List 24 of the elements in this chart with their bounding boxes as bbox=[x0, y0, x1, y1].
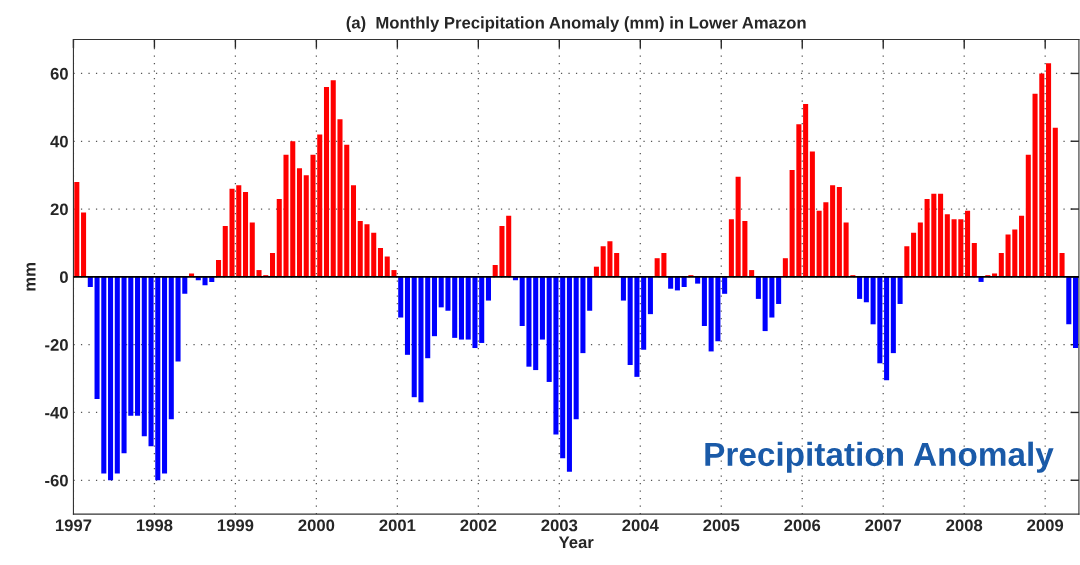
y-tick-label: 0 bbox=[59, 271, 68, 284]
x-tick-label: 2008 bbox=[946, 519, 983, 532]
chart-title: (a) Monthly Precipitation Anomaly (mm) in Lower Amazon bbox=[346, 16, 806, 32]
y-tick-label: 60 bbox=[50, 67, 68, 80]
x-tick-label: 2000 bbox=[298, 519, 335, 532]
x-tick-label: 1999 bbox=[217, 519, 254, 532]
y-tick-label: -60 bbox=[45, 474, 68, 487]
x-tick-label: 2006 bbox=[784, 519, 821, 532]
x-tick-label: 2005 bbox=[703, 519, 740, 532]
x-tick-label: 1997 bbox=[55, 519, 92, 532]
y-axis-title: mm bbox=[26, 263, 36, 291]
x-tick-label: 2007 bbox=[865, 519, 902, 532]
x-tick-label: 2009 bbox=[1027, 519, 1064, 532]
x-tick-label: 2001 bbox=[379, 519, 416, 532]
y-tick-label: -20 bbox=[45, 339, 68, 351]
x-axis-title: Year bbox=[558, 536, 594, 549]
x-tick-label: 2003 bbox=[541, 519, 578, 532]
y-tick-label: -40 bbox=[45, 406, 68, 419]
y-tick-label: 20 bbox=[50, 203, 68, 216]
y-tick-label: 40 bbox=[50, 135, 68, 148]
x-tick-label: 2002 bbox=[460, 519, 497, 532]
annotation: Precipitation Anomaly bbox=[705, 441, 1054, 473]
x-tick-label: 1998 bbox=[136, 519, 173, 532]
x-tick-label: 2004 bbox=[622, 519, 659, 532]
